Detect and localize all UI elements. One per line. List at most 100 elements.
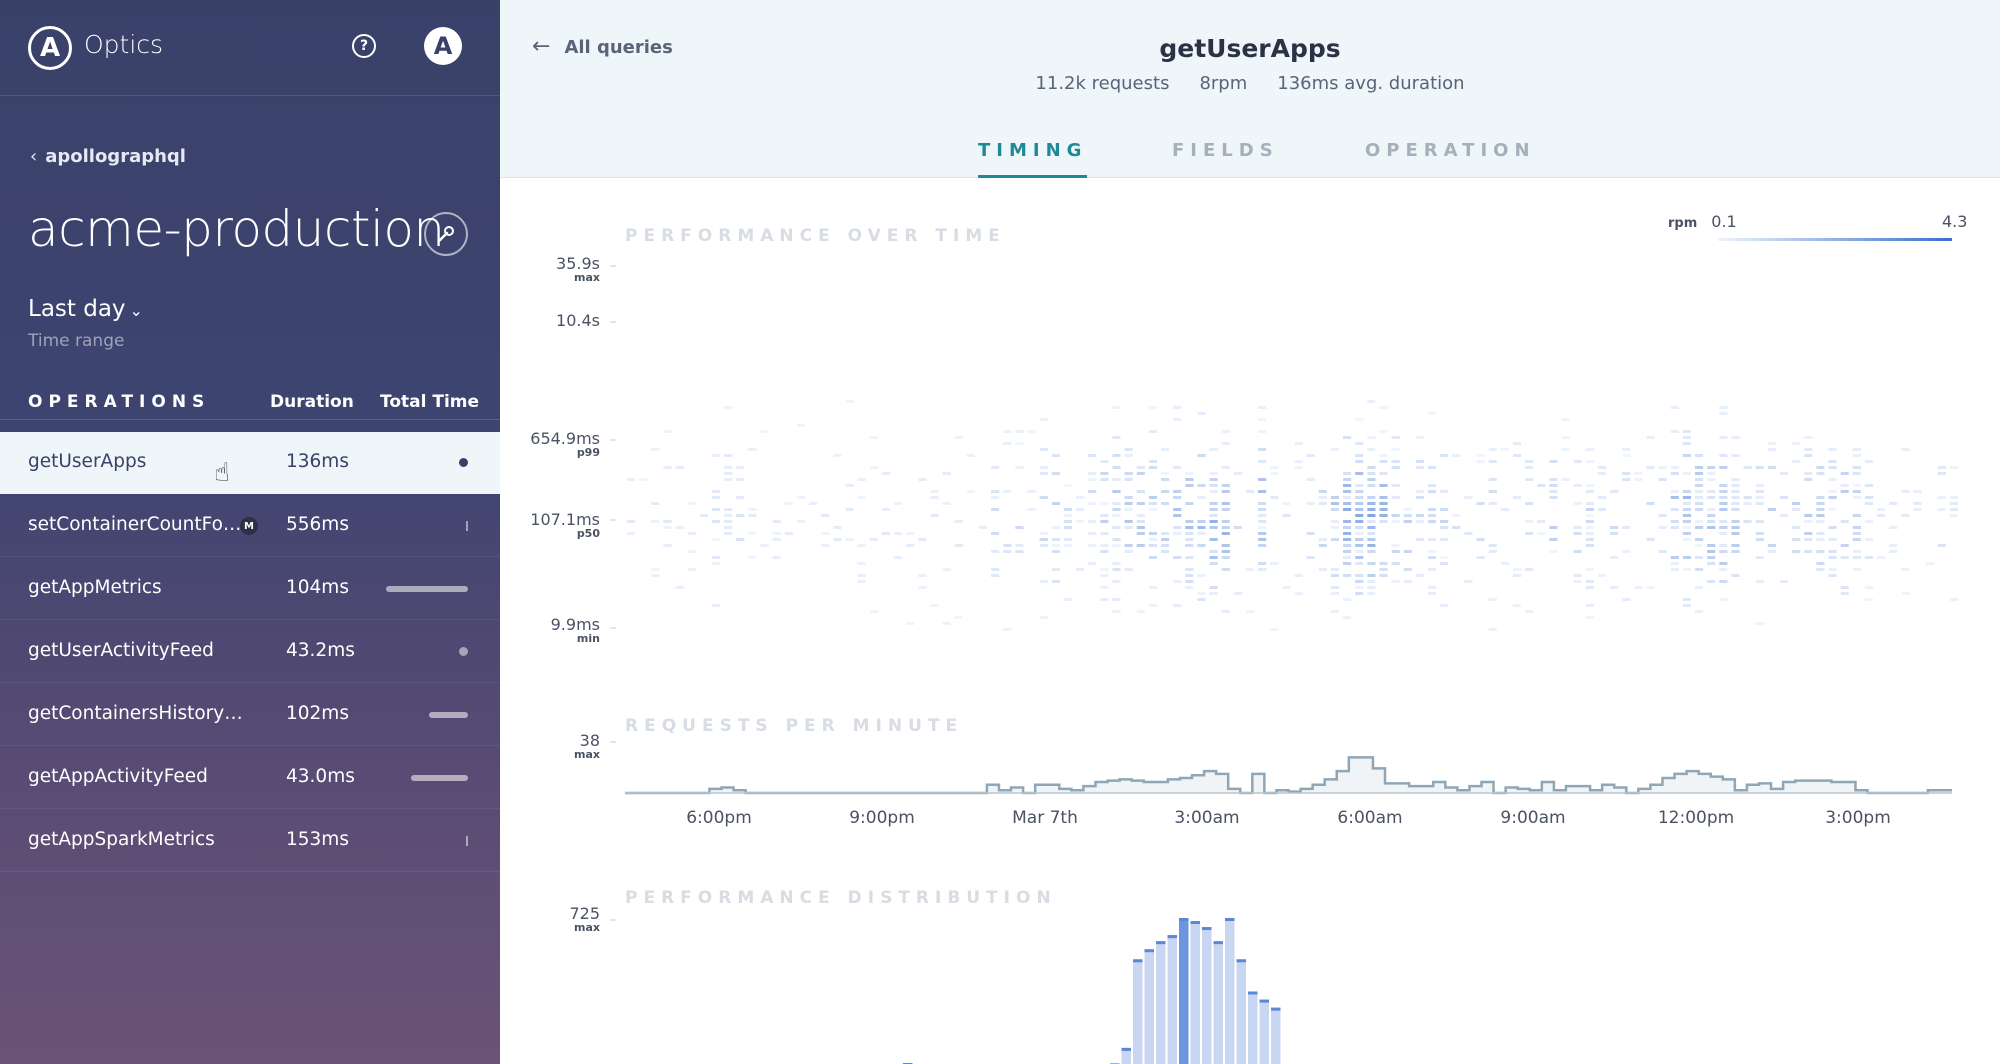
heatmap-cell (1828, 466, 1837, 469)
heatmap-cell (1355, 592, 1364, 595)
heatmap-cell (1428, 538, 1437, 541)
heatmap-cell (1112, 406, 1121, 409)
heatmap-cell (1719, 412, 1728, 415)
apollo-logo-icon[interactable]: A (28, 26, 72, 70)
heatmap-cell (1003, 544, 1012, 547)
app-name: Optics (84, 30, 164, 59)
heatmap-cell (1573, 532, 1582, 535)
heatmap-cell (1185, 580, 1194, 583)
heatmap-cell (1864, 502, 1874, 505)
heatmap-cell (1877, 556, 1886, 559)
y-tick-min: 9.9ms min (550, 615, 600, 645)
operation-row[interactable]: getUserApps 136ms (0, 432, 500, 494)
heatmap-cell (1658, 466, 1667, 469)
heatmap-cell (1112, 544, 1121, 547)
distribution-bar-cap (1271, 1007, 1281, 1011)
heatmap-cell (1767, 442, 1776, 445)
total-time-bar (411, 775, 468, 781)
heatmap-cell (1355, 418, 1364, 421)
heatmap-cell (687, 502, 696, 505)
x-tick-label: 6:00pm (686, 808, 752, 828)
heatmap-cell (1585, 568, 1594, 571)
heatmap-cell (1804, 514, 1813, 517)
heatmap-cell (1525, 568, 1534, 571)
heatmap-cell (1391, 562, 1400, 565)
heatmap-cell (1743, 520, 1752, 523)
operation-row[interactable]: getAppSparkMetrics 153ms (0, 810, 500, 872)
total-time-bar (386, 586, 468, 592)
heatmap-cell (833, 454, 842, 457)
heatmap-cell (1682, 604, 1691, 607)
heatmap-cell (1100, 478, 1109, 481)
heatmap-cell (1148, 430, 1157, 433)
heatmap-cell (1537, 484, 1546, 487)
heatmap-cell (1695, 568, 1704, 571)
tab-operation[interactable]: OPERATION (1365, 140, 1536, 161)
operation-row[interactable]: getUserActivityFeed 43.2ms (0, 621, 500, 683)
heatmap-cell (1864, 460, 1874, 463)
time-range-dropdown[interactable]: Last day ⌄ (28, 296, 143, 322)
heatmap-cell (918, 574, 927, 577)
operation-row[interactable]: getAppActivityFeed 43.0ms (0, 747, 500, 809)
heatmap-cell (1367, 496, 1376, 499)
operation-duration: 153ms (286, 829, 349, 850)
avatar[interactable]: A (424, 27, 462, 65)
tab-fields[interactable]: FIELDS (1172, 140, 1279, 161)
heatmap-cell (1185, 484, 1194, 487)
heatmap-cell (1610, 532, 1619, 535)
heatmap-cell (1852, 550, 1861, 553)
total-time-column-header[interactable]: Total Time (380, 392, 480, 412)
heatmap-cell (1755, 490, 1764, 493)
heatmap-cell (1318, 544, 1327, 547)
heatmap-cell (1355, 580, 1364, 583)
heatmap-cell (748, 448, 757, 451)
heatmap-cell (894, 556, 903, 559)
heatmap-cell (1512, 442, 1522, 445)
heatmap-cell (1573, 574, 1582, 577)
operation-row[interactable]: setContainerCountFo… M 556ms (0, 495, 500, 557)
total-time-dot (466, 836, 468, 846)
heatmap-cell (1440, 454, 1449, 457)
help-icon[interactable]: ? (352, 34, 376, 58)
heatmap-cell (881, 472, 890, 475)
heatmap-cell (1525, 460, 1534, 463)
heatmap-cell (1100, 472, 1109, 475)
org-back-link[interactable]: ‹ apollographql (30, 146, 186, 167)
heatmap-cell (1343, 544, 1352, 547)
heatmap-cell (711, 556, 721, 559)
heatmap-cell (736, 496, 745, 499)
heatmap-cell (1719, 484, 1728, 487)
heatmap-cell (1379, 430, 1388, 433)
heatmap-cell (1063, 508, 1073, 511)
heatmap-cell (1852, 556, 1861, 559)
heatmap-cell (1622, 454, 1631, 457)
heatmap-cell (1318, 538, 1327, 541)
heatmap-cell (1901, 592, 1910, 595)
heatmap-cell (1258, 532, 1267, 535)
settings-wrench-icon[interactable] (424, 212, 468, 256)
tab-timing[interactable]: TIMING (978, 140, 1088, 178)
duration-column-header[interactable]: Duration (270, 392, 354, 412)
heatmap-cell (663, 520, 672, 523)
heatmap-cell (663, 466, 672, 469)
heatmap-cell (1695, 466, 1704, 469)
heatmap-cell (1525, 478, 1534, 481)
heatmap-cell (1124, 520, 1133, 523)
heatmap-cell (1148, 532, 1157, 535)
heatmap-cell (857, 544, 866, 547)
heatmap-cell (1088, 472, 1097, 475)
heatmap-cell (1755, 532, 1764, 535)
heatmap-cell (1658, 550, 1667, 553)
all-queries-link[interactable]: ← All queries (532, 34, 673, 59)
heatmap-cell (1173, 532, 1182, 535)
heatmap-cell (1136, 532, 1145, 535)
heatmap-cell (1112, 538, 1121, 541)
distribution-bar-cap (1190, 921, 1200, 925)
operation-row[interactable]: getAppMetrics 104ms (0, 558, 500, 620)
heatmap-cell (1088, 532, 1097, 535)
time-range-value: Last day (28, 296, 126, 322)
heatmap-cell (1379, 496, 1388, 499)
heatmap-cell (1379, 406, 1388, 409)
operation-row[interactable]: getContainersHistory… 102ms (0, 684, 500, 746)
heatmap-cell (1840, 544, 1849, 547)
